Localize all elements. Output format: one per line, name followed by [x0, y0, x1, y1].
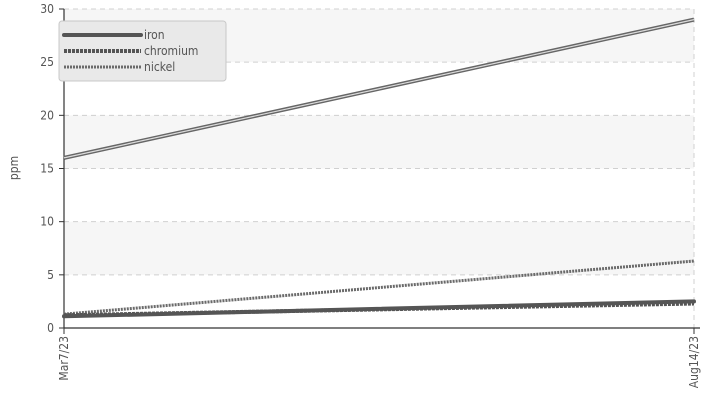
plot-band: [64, 221, 694, 275]
series-stroke: [62, 299, 696, 319]
legend-label-iron: iron: [144, 28, 165, 42]
y-tick-labels: 0 5 10 15 20 25 30: [40, 2, 64, 335]
series-stroke-highlight: [63, 19, 695, 159]
series-lines: [62, 17, 696, 319]
x-tick-label: Mar7/23: [57, 336, 71, 381]
series-line-unlabeled: [63, 17, 695, 160]
legend-label-chromium: chromium: [144, 44, 198, 58]
series-line-nickel: [63, 259, 695, 316]
series-line-iron: [62, 299, 696, 319]
legend-label-nickel: nickel: [144, 60, 175, 74]
y-tick-label: 15: [40, 162, 54, 176]
x-tick-label: Aug14/23: [687, 336, 701, 388]
y-axis-label: ppm: [7, 156, 21, 180]
y-tick-label: 0: [47, 321, 54, 335]
plot-band: [64, 115, 694, 169]
y-tick-label: 30: [40, 2, 54, 16]
y-tick-label: 25: [40, 55, 54, 69]
legend: iron chromium nickel: [58, 20, 227, 82]
y-tick-label: 20: [40, 108, 54, 122]
y-tick-label: 5: [47, 268, 54, 282]
plot-background-bands: [64, 9, 694, 275]
x-tick-labels: Mar7/23 Aug14/23: [57, 328, 701, 388]
y-tick-label: 10: [40, 215, 54, 229]
series-stroke: [63, 259, 695, 316]
